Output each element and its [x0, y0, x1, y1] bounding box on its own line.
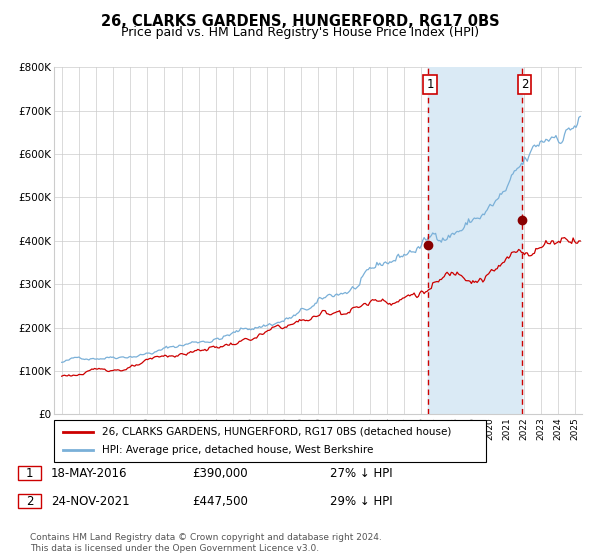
Bar [428, 67, 522, 414]
Text: Contains HM Land Registry data © Crown copyright and database right 2024.
This d: Contains HM Land Registry data © Crown c… [30, 533, 382, 553]
Text: 26, CLARKS GARDENS, HUNGERFORD, RG17 0BS: 26, CLARKS GARDENS, HUNGERFORD, RG17 0BS [101, 14, 499, 29]
Text: 2: 2 [26, 494, 33, 508]
Text: 24-NOV-2021: 24-NOV-2021 [51, 494, 130, 508]
Text: 2: 2 [521, 78, 529, 91]
Text: 27% ↓ HPI: 27% ↓ HPI [330, 466, 392, 480]
Text: Price paid vs. HM Land Registry's House Price Index (HPI): Price paid vs. HM Land Registry's House … [121, 26, 479, 39]
Text: £447,500: £447,500 [192, 494, 248, 508]
Text: 18-MAY-2016: 18-MAY-2016 [51, 466, 128, 480]
Text: £390,000: £390,000 [192, 466, 248, 480]
Text: 1: 1 [26, 466, 33, 480]
Text: 29% ↓ HPI: 29% ↓ HPI [330, 494, 392, 508]
Text: 1: 1 [427, 78, 434, 91]
Text: 26, CLARKS GARDENS, HUNGERFORD, RG17 0BS (detached house): 26, CLARKS GARDENS, HUNGERFORD, RG17 0BS… [101, 427, 451, 437]
Text: HPI: Average price, detached house, West Berkshire: HPI: Average price, detached house, West… [101, 445, 373, 455]
FancyBboxPatch shape [54, 420, 486, 462]
